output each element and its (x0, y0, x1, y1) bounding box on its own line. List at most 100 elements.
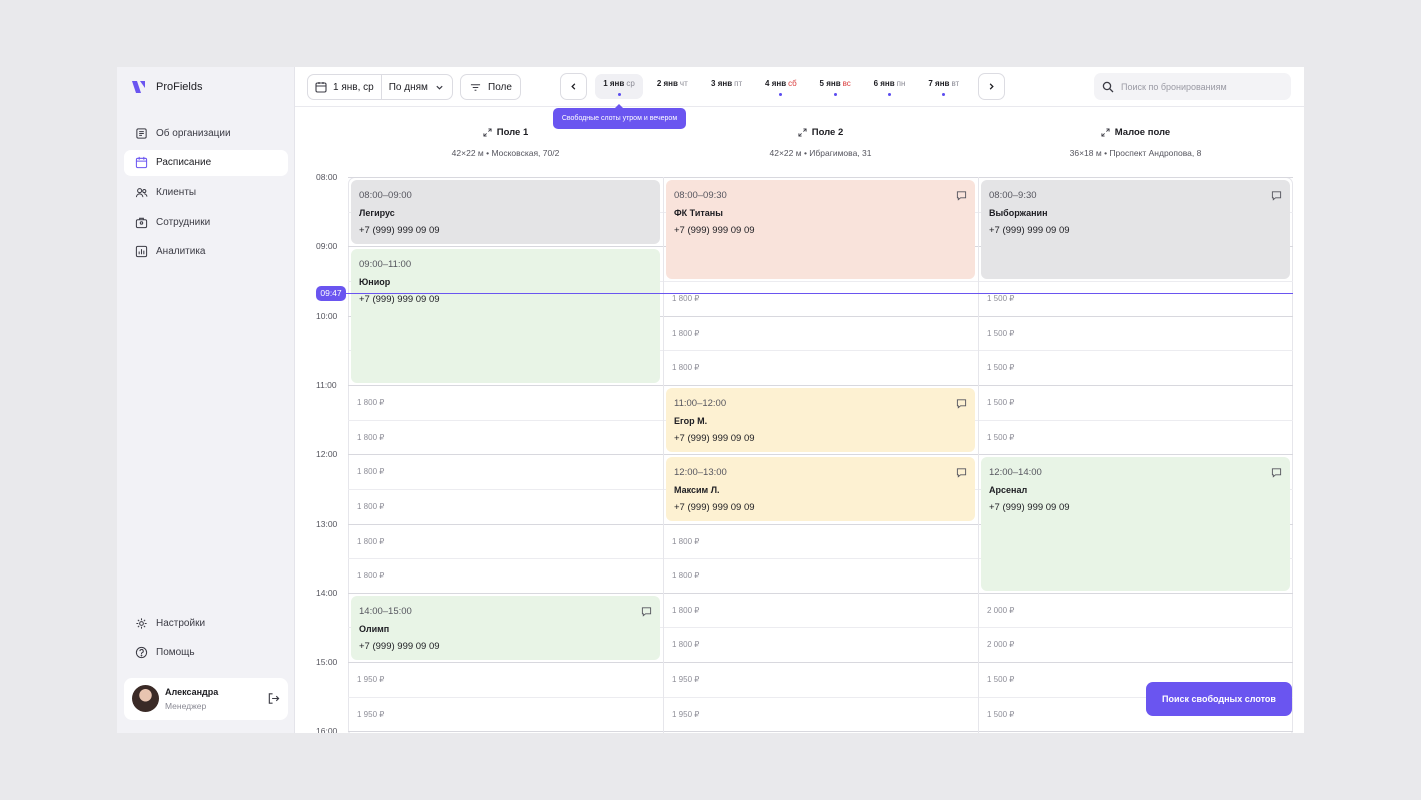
sidebar-item-label: Настройки (156, 617, 206, 629)
logo-icon (132, 81, 145, 93)
hour-line (348, 177, 1293, 178)
booking-card[interactable]: 09:00–11:00 Юниор +7 (999) 999 09 09 (351, 249, 660, 383)
day-tab[interactable]: 3 янв пт (704, 74, 750, 99)
booking-card[interactable]: 08:00–09:00 Легирус +7 (999) 999 09 09 (351, 180, 660, 245)
logout-icon[interactable] (267, 692, 280, 705)
free-slot-price[interactable]: 1 800 ₽ (357, 571, 385, 581)
filter-button[interactable]: Поле (460, 74, 521, 100)
hour-label: 16:00 (316, 726, 338, 733)
free-slot-price[interactable]: 1 800 ₽ (357, 397, 385, 407)
sidebar-item-help[interactable]: Помощь (124, 640, 288, 666)
free-slot-price[interactable]: 1 950 ₽ (672, 675, 700, 685)
view-mode-select[interactable]: По дням (382, 82, 451, 93)
field-title[interactable]: Поле 1 (348, 127, 663, 138)
hour-label: 10:00 (316, 310, 338, 321)
day-tab[interactable]: 4 янв сб (758, 74, 804, 99)
filter-label: Поле (488, 81, 512, 93)
sidebar-item-organization[interactable]: Об организации (124, 120, 288, 146)
booking-card[interactable]: 08:00–9:30 Выборжанин +7 (999) 999 09 09 (981, 180, 1290, 279)
booking-card[interactable]: 14:00–15:00 Олимп +7 (999) 999 09 09 (351, 595, 660, 661)
field-header: Малое поле 36×18 м • Проспект Андропова, … (978, 127, 1293, 158)
field-header: Поле 2 42×22 м • Ибрагимова, 31 (663, 127, 978, 158)
day-tab[interactable]: 2 янв чт (649, 74, 695, 99)
free-slot-price[interactable]: 1 800 ₽ (672, 571, 700, 581)
booking-phone: +7 (999) 999 09 09 (989, 502, 1070, 514)
booking-card[interactable]: 12:00–13:00 Максим Л. +7 (999) 999 09 09 (666, 457, 975, 522)
free-slot-price[interactable]: 1 950 ₽ (357, 675, 385, 685)
hour-line (348, 731, 1293, 733)
expand-icon (798, 128, 807, 137)
free-slot-price[interactable]: 1 800 ₽ (672, 293, 700, 303)
user-name: Александра (165, 687, 219, 697)
comment-icon[interactable] (641, 606, 652, 617)
column-divider (663, 177, 664, 733)
comment-icon[interactable] (1271, 467, 1282, 478)
booking-card[interactable]: 08:00–09:30 ФК Титаны +7 (999) 999 09 09 (666, 180, 975, 279)
sidebar-item-settings[interactable]: Настройки (124, 610, 288, 636)
half-hour-line (348, 627, 1293, 629)
free-slot-price[interactable]: 1 950 ₽ (357, 709, 385, 719)
free-slot-price[interactable]: 1 800 ₽ (672, 328, 700, 338)
free-slot-price[interactable]: 1 500 ₽ (987, 709, 1015, 719)
booking-phone: +7 (999) 999 09 09 (674, 225, 755, 236)
hour-line (348, 592, 1293, 594)
free-slot-price[interactable]: 1 500 ₽ (987, 397, 1015, 407)
free-slot-price[interactable]: 1 800 ₽ (672, 605, 700, 615)
sidebar-item-staff[interactable]: Сотрудники (124, 209, 288, 235)
field-title[interactable]: Малое поле (978, 127, 1293, 138)
free-slot-price[interactable]: 1 500 ₽ (987, 675, 1015, 685)
free-slot-price[interactable]: 1 800 ₽ (357, 467, 385, 477)
comment-icon[interactable] (1271, 190, 1282, 201)
booking-name: Олимп (359, 623, 390, 634)
hour-label: 14:00 (316, 587, 338, 598)
day-tab[interactable]: 1 янв ср (595, 74, 643, 99)
date-picker-button[interactable]: 1 янв, ср (308, 75, 382, 99)
comment-icon[interactable] (956, 467, 967, 478)
booking-card[interactable]: 12:00–14:00 Арсенал +7 (999) 999 09 09 (981, 457, 1290, 591)
hour-label: 11:00 (316, 379, 337, 390)
free-slot-price[interactable]: 1 800 ₽ (672, 536, 700, 546)
prev-days-button[interactable] (560, 73, 587, 100)
free-slot-price[interactable]: 1 500 ₽ (987, 363, 1015, 373)
brand[interactable]: ProFields (131, 79, 202, 95)
booking-time: 12:00–13:00 (674, 467, 727, 479)
search-input[interactable]: Поиск по бронированиям (1121, 81, 1227, 92)
day-date: 7 янв (928, 79, 950, 88)
day-weekday: вт (951, 79, 960, 88)
free-slot-price[interactable]: 1 800 ₽ (672, 363, 700, 373)
sidebar-item-label: Расписание (156, 157, 212, 169)
booking-card[interactable]: 11:00–12:00 Егор М. +7 (999) 999 09 09 (666, 387, 975, 453)
free-slot-price[interactable]: 1 800 ₽ (672, 640, 700, 650)
free-slot-price[interactable]: 1 950 ₽ (672, 709, 700, 719)
half-hour-line (348, 350, 1293, 352)
free-slots-dot (779, 93, 783, 96)
find-free-slots-button[interactable]: Поиск свободных слотов (1146, 682, 1292, 716)
day-tab[interactable]: 6 янв пн (867, 74, 913, 99)
current-time-badge: 09:47 (316, 286, 346, 301)
next-days-button[interactable] (978, 73, 1005, 100)
half-hour-line (348, 558, 1293, 560)
search-field[interactable]: Поиск по бронированиям (1094, 73, 1291, 100)
user-card[interactable]: Александра Менеджер (124, 678, 288, 720)
free-slot-price[interactable]: 1 800 ₽ (357, 536, 385, 546)
free-slot-price[interactable]: 1 500 ₽ (987, 432, 1015, 442)
calendar-icon (315, 82, 327, 93)
sidebar-item-analytics[interactable]: Аналитика (124, 239, 288, 265)
day-tab[interactable]: 5 янв вс (812, 74, 858, 99)
sidebar-item-schedule[interactable]: Расписание (124, 149, 288, 176)
comment-icon[interactable] (956, 190, 967, 201)
free-slots-dot (888, 93, 891, 96)
free-slot-price[interactable]: 1 500 ₽ (987, 293, 1015, 303)
sidebar-item-label: Помощь (156, 647, 195, 658)
day-date: 4 янв (765, 79, 787, 88)
free-slot-price[interactable]: 1 800 ₽ (357, 501, 385, 511)
sidebar-item-clients[interactable]: Клиенты (124, 179, 288, 205)
comment-icon[interactable] (956, 398, 967, 409)
free-slot-price[interactable]: 2 000 ₽ (987, 605, 1015, 615)
free-slot-price[interactable]: 1 500 ₽ (987, 328, 1015, 338)
field-title[interactable]: Поле 2 (663, 127, 978, 138)
free-slot-price[interactable]: 2 000 ₽ (987, 640, 1015, 650)
calendar-icon (135, 157, 148, 169)
day-tab[interactable]: 7 янв вт (921, 74, 967, 99)
free-slot-price[interactable]: 1 800 ₽ (357, 432, 385, 442)
